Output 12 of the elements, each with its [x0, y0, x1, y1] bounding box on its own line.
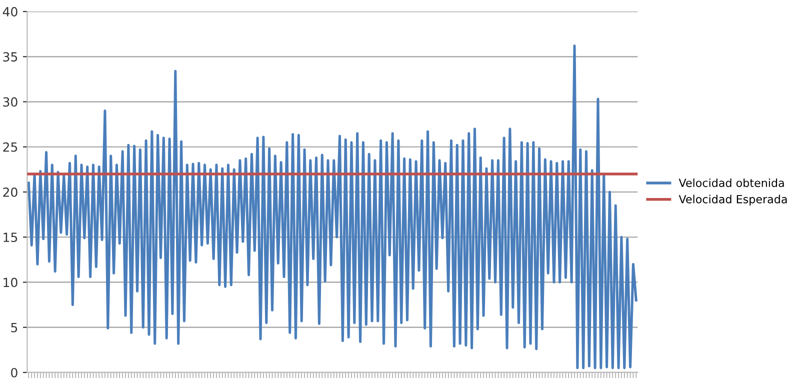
y-tick-label: 5: [11, 322, 18, 332]
y-tick-label: 40: [2, 6, 18, 16]
legend-label: Velocidad obtenida: [678, 178, 784, 188]
line-series: [27, 44, 638, 370]
y-tick-label: 0: [11, 368, 18, 378]
y-tick-label: 30: [3, 97, 18, 107]
y-tick-label: 25: [3, 142, 18, 152]
y-tick-label: 15: [4, 232, 18, 242]
y-tick-label: 20: [3, 187, 18, 197]
legend-label: Velocidad Esperada: [678, 194, 787, 206]
y-tick-label: 35: [3, 52, 18, 62]
y-tick-label: 10: [4, 278, 18, 288]
